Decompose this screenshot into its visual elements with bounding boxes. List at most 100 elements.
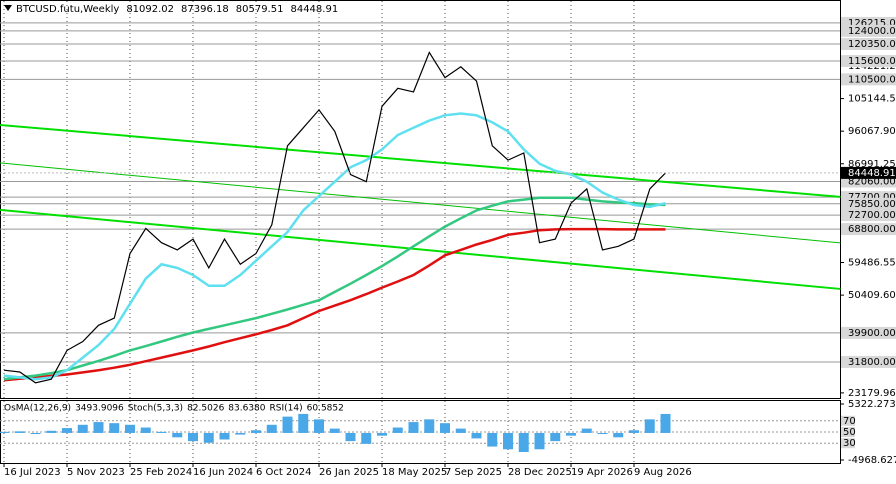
indicator-name: Stoch(5,3,3) xyxy=(128,404,183,414)
level-label-box xyxy=(841,326,896,339)
series-line xyxy=(3,227,666,382)
series-line xyxy=(3,196,666,381)
y-tick-label: 59486.55 xyxy=(848,258,896,269)
level-label-box xyxy=(841,209,896,222)
indicator-name: OsMA(12,26,9) xyxy=(4,404,71,414)
osma-bar xyxy=(613,432,624,438)
osma-bar xyxy=(440,423,450,433)
level-label: 72700.00 xyxy=(848,210,896,221)
osma-bar xyxy=(77,424,88,433)
series-line xyxy=(3,112,666,381)
y-tick-label: 105144.55 xyxy=(848,94,896,105)
indicator-level-box xyxy=(841,415,855,426)
osma-bar xyxy=(644,419,655,433)
osma-bar xyxy=(660,413,671,433)
osma-bar xyxy=(30,432,41,435)
osma-bar xyxy=(345,432,356,442)
x-tick-label: 28 Dec 2025 xyxy=(508,467,572,478)
ohlc-value: 81092.02 xyxy=(126,4,174,15)
osma-bar xyxy=(266,424,277,433)
osma-bar xyxy=(188,432,198,442)
indicator-level-label: 50 xyxy=(843,427,856,438)
y-tick-label: 96067.90 xyxy=(848,126,896,137)
level-label-box xyxy=(841,24,896,37)
osma-bar xyxy=(581,428,592,433)
osma-bar xyxy=(392,427,403,433)
osma-bar xyxy=(408,422,419,433)
y-tick-label: 23179.96 xyxy=(848,388,896,399)
indicator-level-box xyxy=(841,438,855,449)
osma-bar xyxy=(314,419,324,433)
level-label: 110500.00 xyxy=(848,74,896,85)
x-tick-label: 9 Aug 2026 xyxy=(634,467,692,478)
osma-bar xyxy=(455,428,466,433)
osma-bar xyxy=(235,432,246,435)
osma-bar xyxy=(172,432,183,438)
level-label-box xyxy=(841,37,896,50)
osma-bar xyxy=(62,428,72,433)
y-tick-label: 86991.25 xyxy=(848,159,896,170)
osma-bar xyxy=(503,432,513,450)
osma-bar xyxy=(14,431,25,433)
indicator-value: 60.5852 xyxy=(307,404,344,414)
level-label: 120350.00 xyxy=(848,39,896,50)
indicator-value: 82.5026 xyxy=(187,404,224,414)
ohlc-value: 84448.91 xyxy=(290,4,338,15)
indicator-name: RSI(14) xyxy=(270,404,303,414)
osma-bar xyxy=(424,419,435,433)
x-tick-label: 18 May 2025 xyxy=(382,467,447,478)
osma-bar xyxy=(140,427,151,433)
osma-bar xyxy=(0,431,9,433)
osma-bar xyxy=(203,432,214,443)
osma-bar xyxy=(109,423,120,433)
level-label: 124000.00 xyxy=(848,26,896,37)
indicator-level-label: 70 xyxy=(843,416,856,427)
indicator-level-label: 30 xyxy=(843,438,856,449)
x-tick-label: 25 Feb 2024 xyxy=(130,467,192,478)
osma-bar xyxy=(329,428,340,433)
symbol-icon xyxy=(4,5,12,11)
osma-bar xyxy=(487,432,498,447)
x-tick-label: 16 Jul 2023 xyxy=(4,467,61,478)
osma-bar xyxy=(125,424,135,433)
osma-bar xyxy=(361,432,372,444)
trendline xyxy=(0,162,841,244)
level-label: 31800.00 xyxy=(848,357,896,368)
osma-bar xyxy=(298,413,309,433)
indicator-value: 3493.9096 xyxy=(75,404,124,414)
x-tick-label: 5 Nov 2023 xyxy=(67,467,125,478)
osma-bar xyxy=(46,430,57,433)
last-price-box xyxy=(841,166,896,179)
ohlc-value: 87396.18 xyxy=(181,4,229,15)
level-label: 115600.00 xyxy=(848,56,896,67)
indicator-tick-label: 5322.2737 xyxy=(848,399,896,410)
osma-bar xyxy=(597,432,608,435)
level-label: 68800.00 xyxy=(848,224,896,235)
osma-bar xyxy=(518,432,529,453)
osma-bar xyxy=(93,422,104,433)
indicator-value: 83.6380 xyxy=(228,404,265,414)
indicator-level-box xyxy=(841,427,855,437)
x-tick-label: 16 Jun 2024 xyxy=(193,467,253,478)
osma-bar xyxy=(550,432,561,442)
level-label: 82060.00 xyxy=(848,176,896,187)
level-label-box xyxy=(841,73,896,86)
level-label: 77700.00 xyxy=(848,192,896,203)
y-tick-label: 50409.60 xyxy=(848,290,896,301)
level-label: 39900.00 xyxy=(848,328,896,339)
level-label-box xyxy=(841,355,896,368)
series-line xyxy=(3,51,666,384)
osma-bar xyxy=(534,432,545,450)
osma-bar xyxy=(566,432,576,436)
osma-bar xyxy=(219,432,230,440)
level-label: 126215.00 xyxy=(848,18,896,29)
level-label: 75850.00 xyxy=(848,199,896,210)
main-frame xyxy=(0,0,841,399)
level-label-box xyxy=(841,55,896,68)
x-tick-label: 7 Sep 2025 xyxy=(445,467,502,478)
osma-bar xyxy=(251,430,261,433)
last-price-label: 84448.91 xyxy=(848,168,896,179)
level-label-box xyxy=(841,223,896,236)
